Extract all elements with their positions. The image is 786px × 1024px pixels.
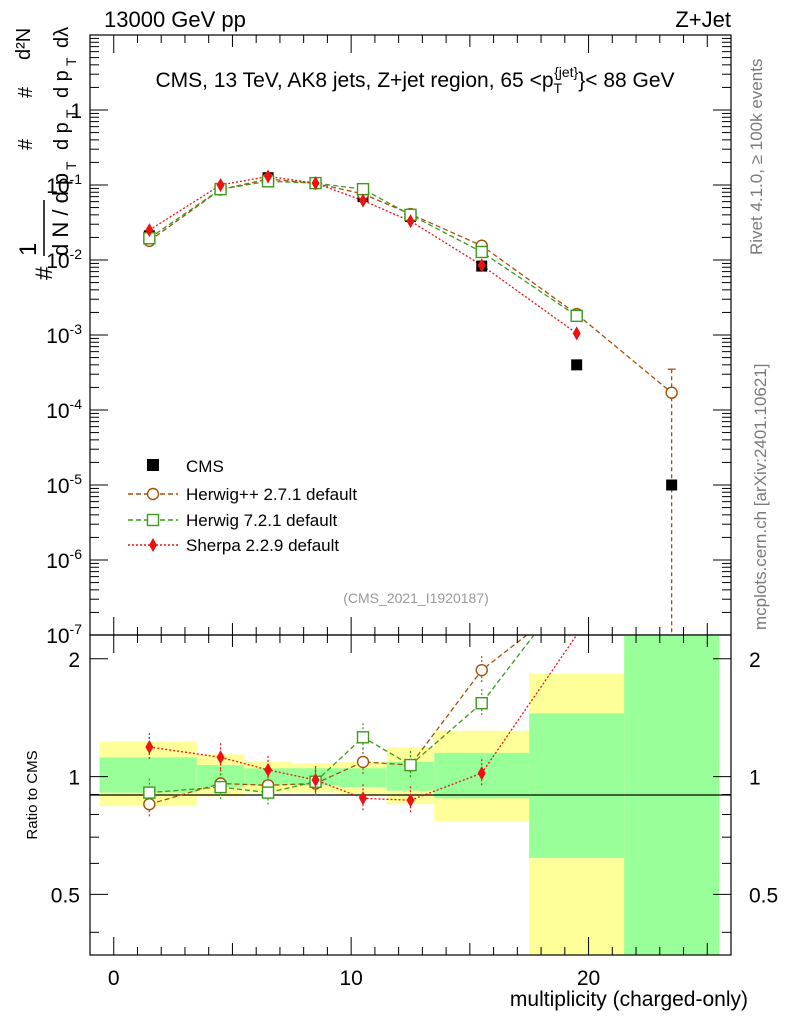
ratio-y-tick-label-right: 2: [749, 649, 761, 672]
svg-text:d²N: d²N: [13, 28, 35, 60]
main-y-axis-label: # 1 d N / d p T # d p T # d p T dλ d²N: [13, 27, 79, 280]
svg-text:dλ: dλ: [51, 27, 73, 48]
analysis-watermark: (CMS_2021_I1920187): [343, 590, 489, 606]
legend-cms-marker: [147, 459, 159, 471]
ratio-sherpa-point: [145, 740, 154, 754]
legend-herwigpp-label: Herwig++ 2.7.1 default: [186, 485, 357, 504]
ratio-y-tick-label-left: 1: [68, 767, 80, 790]
svg-text:1: 1: [15, 243, 42, 256]
main-sherpa-point: [572, 326, 581, 341]
ratio-herwigpp-point: [356, 755, 370, 769]
ratio-sherpa-point: [264, 762, 273, 777]
main-sherpa-point: [264, 169, 273, 184]
legend-herwig7-marker: [146, 513, 160, 527]
legend-cms-label: CMS: [186, 457, 224, 476]
main-y-tick-label: 10-6: [46, 546, 82, 573]
main-sherpa-point: [406, 214, 415, 229]
svg-text:T: T: [63, 161, 79, 170]
ratio-herwigpp-point: [143, 797, 156, 811]
ratio-herwig7-line: [149, 634, 535, 794]
main-sherpa-point: [145, 223, 154, 238]
ratio-herwigpp-line: [149, 634, 528, 805]
ratio-sherpa-point: [406, 793, 415, 808]
x-tick-label: 10: [339, 967, 362, 990]
mcplots-label: mcplots.cern.ch [arXiv:2401.10621]: [751, 364, 770, 630]
main-herwig7-point: [356, 182, 370, 196]
svg-text:T: T: [63, 57, 79, 66]
header-right: Z+Jet: [675, 7, 731, 32]
svg-text:d N / d p: d N / d p: [48, 173, 73, 256]
x-tick-label: 20: [577, 967, 600, 990]
svg-text:T: T: [63, 109, 79, 118]
ratio-herwig7-point: [356, 731, 370, 744]
ratio-sherpa-line: [149, 634, 578, 801]
ratio-sherpa-point: [359, 791, 368, 806]
ratio-uncertainty-band-green: [529, 713, 625, 858]
main-y-tick-label: 10-5: [46, 471, 82, 498]
main-sherpa-line: [149, 175, 578, 334]
svg-text:d p: d p: [51, 122, 73, 150]
main-sherpa-point: [311, 176, 320, 191]
ratio-herwig7-point: [214, 780, 227, 794]
ratio-uncertainty-band-green: [339, 768, 387, 788]
ratio-herwig7-point: [475, 696, 488, 710]
main-plot-panel: 1 10-1 10-2 10-3 10-4 10-5 10-6 10-7 CMS, 13 Te…: [13, 27, 732, 648]
main-y-tick-label: 10-3: [46, 321, 82, 348]
main-y-tick-label: 10-4: [46, 396, 82, 423]
ratio-herwig7-point: [404, 758, 417, 772]
x-axis-label: multiplicity (charged-only): [510, 988, 748, 1011]
legend-sherpa-marker: [149, 538, 157, 552]
svg-text:d p: d p: [51, 70, 73, 98]
ratio-y-tick-label-right: 1: [749, 767, 761, 790]
main-y-tick-label: 1: [70, 100, 82, 123]
x-tick-label: 0: [108, 967, 120, 990]
ratio-uncertainty-band-green: [196, 765, 245, 788]
ratio-sherpa-point: [477, 766, 486, 781]
ratio-sherpa-point: [311, 772, 320, 787]
ratio-herwigpp-point: [475, 663, 488, 677]
ratio-y-tick-label-left: 0.5: [51, 884, 80, 907]
main-sherpa-point: [359, 193, 368, 208]
main-herwig7-point: [475, 245, 488, 259]
main-plot-title: CMS, 13 TeV, AK8 jets, Z+jet region, 65 …: [155, 64, 674, 96]
legend-sherpa-label: Sherpa 2.2.9 default: [186, 536, 339, 555]
ratio-y-tick-label-right: 0.5: [749, 884, 778, 907]
ratio-plot-frame: [89, 634, 732, 956]
main-sherpa-point: [216, 178, 225, 192]
main-y-tick-label: 10-7: [46, 621, 82, 648]
main-cms-point: [571, 359, 583, 371]
main-y-tick-label: 10-1: [46, 171, 82, 198]
header-left: 13000 GeV pp: [104, 7, 246, 32]
svg-text:#: #: [15, 138, 37, 150]
main-cms-point: [666, 479, 678, 491]
ratio-sherpa-point: [216, 750, 225, 765]
legend: CMS Herwig++ 2.7.1 default Herwig 7.2.1 …: [128, 457, 357, 555]
legend-herwigpp-marker: [146, 487, 160, 501]
ratio-y-tick-label-left: 2: [68, 649, 80, 672]
legend-herwig7-label: Herwig 7.2.1 default: [186, 511, 337, 530]
main-herwigpp-point: [665, 386, 678, 399]
svg-text:#: #: [15, 86, 37, 98]
main-y-tick-label: 10-2: [46, 246, 82, 273]
rivet-label: Rivet 4.1.0, ≥ 100k events: [747, 59, 766, 255]
ratio-plot-panel: 0.5 0.51 12 20 10 20 Ratio to CMS multiplicit…: [24, 634, 778, 1011]
svg-text:#: #: [31, 266, 58, 280]
ratio-herwig7-point: [143, 786, 156, 799]
main-herwig7-point: [570, 309, 583, 323]
main-sherpa-point: [477, 258, 486, 273]
ratio-herwig7-point: [261, 786, 275, 799]
ratio-y-axis-label: Ratio to CMS: [24, 750, 41, 839]
